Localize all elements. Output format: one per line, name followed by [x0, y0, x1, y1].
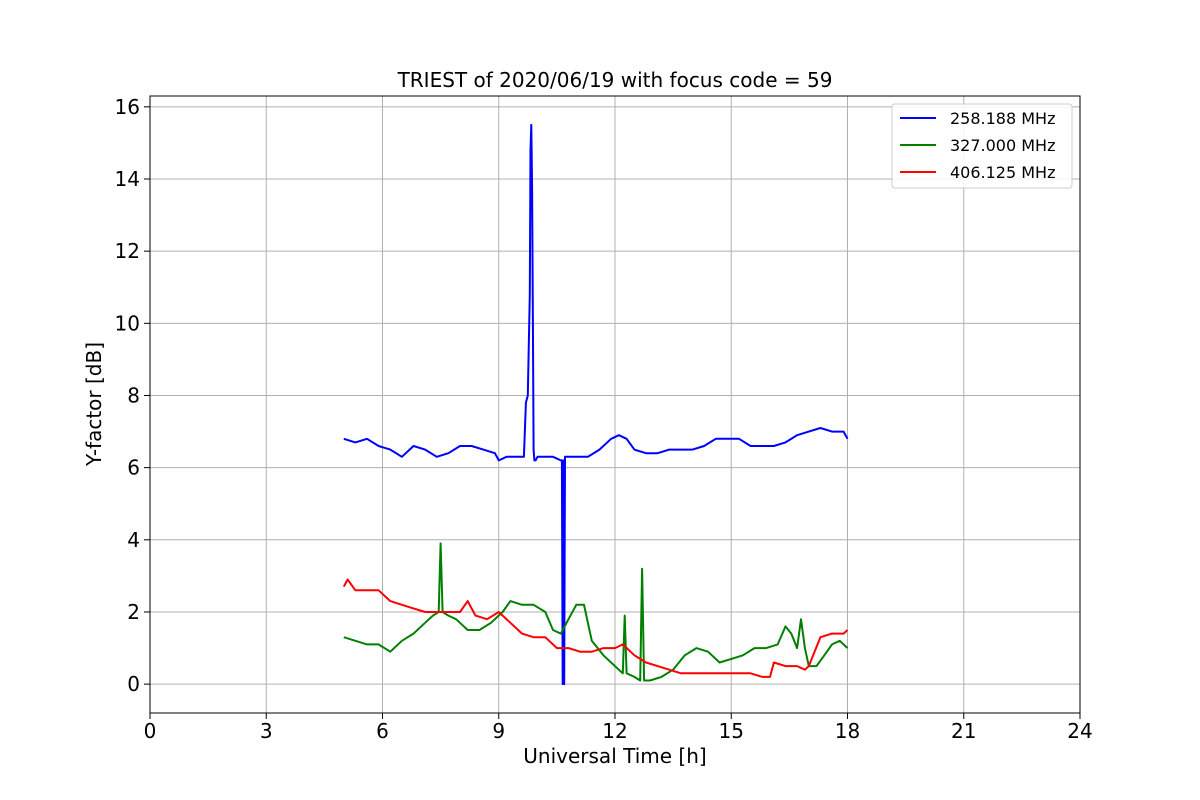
- x-tick-label: 15: [719, 719, 744, 743]
- y-tick-label: 6: [127, 456, 140, 480]
- series-line-2: [343, 542, 849, 682]
- x-tick-label: 18: [835, 719, 860, 743]
- x-tick-label: 21: [951, 719, 976, 743]
- series-line-3: [342, 578, 849, 678]
- chart-title: TRIEST of 2020/06/19 with focus code = 5…: [397, 68, 833, 92]
- series-layer: [342, 123, 849, 686]
- y-tick-label: 4: [127, 528, 140, 552]
- x-axis-label: Universal Time [h]: [523, 744, 706, 768]
- legend: 258.188 MHz 327.000 MHz 406.125 MHz: [891, 103, 1073, 189]
- y-tick-label: 8: [127, 383, 140, 407]
- x-tick-label: 12: [602, 719, 627, 743]
- legend-label-1: 258.188 MHz: [950, 109, 1055, 128]
- legend-label-2: 327.000 MHz: [950, 136, 1055, 155]
- series-line-1: [343, 123, 849, 686]
- y-tick-label: 14: [115, 167, 140, 191]
- y-tick-label: 16: [115, 95, 140, 119]
- x-tick-label: 3: [260, 719, 273, 743]
- x-tick-label: 6: [376, 719, 389, 743]
- x-tick-label: 24: [1067, 719, 1092, 743]
- x-tick-label: 0: [144, 719, 157, 743]
- y-tick-label: 10: [115, 311, 140, 335]
- legend-box: [891, 103, 1073, 189]
- y-tick-label: 12: [115, 239, 140, 263]
- y-tick-label: 2: [127, 600, 140, 624]
- y-tick-label: 0: [127, 672, 140, 696]
- legend-label-3: 406.125 MHz: [950, 163, 1055, 182]
- y-axis-label: Y-factor [dB]: [82, 342, 106, 467]
- x-tick-label: 9: [492, 719, 505, 743]
